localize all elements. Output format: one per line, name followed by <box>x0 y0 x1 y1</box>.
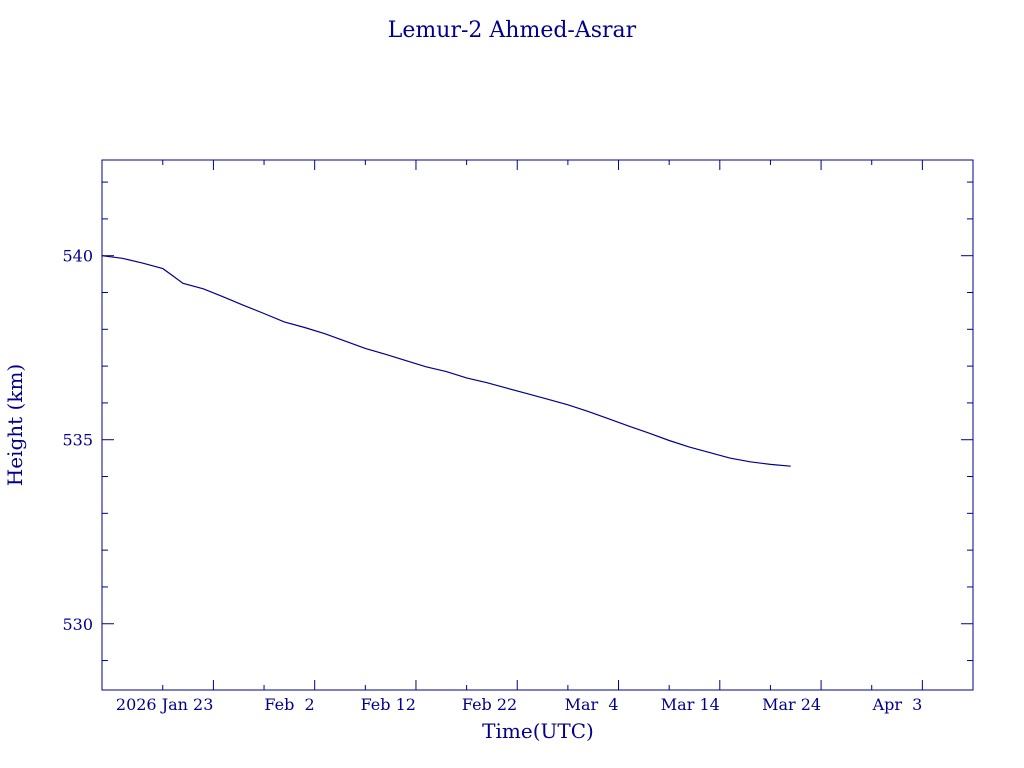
y-tick-labels: 530 535 540 <box>62 247 93 634</box>
x-tick-labels: 2026 Jan 23 Feb 2 Feb 12 Feb 22 Mar 4 Mar 14 M… <box>116 695 922 714</box>
plot-frame <box>101 159 974 691</box>
x-tick-label: Apr 3 <box>872 695 923 714</box>
x-tick-label: Mar 24 <box>762 695 821 714</box>
x-tick-label: 2026 Jan 23 <box>116 695 214 714</box>
x-axis-label: Time(UTC) <box>482 719 594 743</box>
y-tick-label: 535 <box>62 431 93 450</box>
x-tick-label: Feb 22 <box>462 695 517 714</box>
y-tick-label: 540 <box>62 247 93 266</box>
x-tick-label: Mar 14 <box>661 695 720 714</box>
tick-marks <box>102 160 974 690</box>
x-tick-label: Feb 2 <box>264 695 314 714</box>
x-tick-label: Mar 4 <box>565 695 619 714</box>
y-tick-label: 530 <box>62 615 93 634</box>
chart-title: Lemur-2 Ahmed-Asrar <box>388 18 637 43</box>
x-tick-label: Feb 12 <box>361 695 416 714</box>
height-series-line <box>101 255 791 467</box>
y-axis-label: Height (km) <box>3 364 27 486</box>
series-layer <box>101 255 791 467</box>
